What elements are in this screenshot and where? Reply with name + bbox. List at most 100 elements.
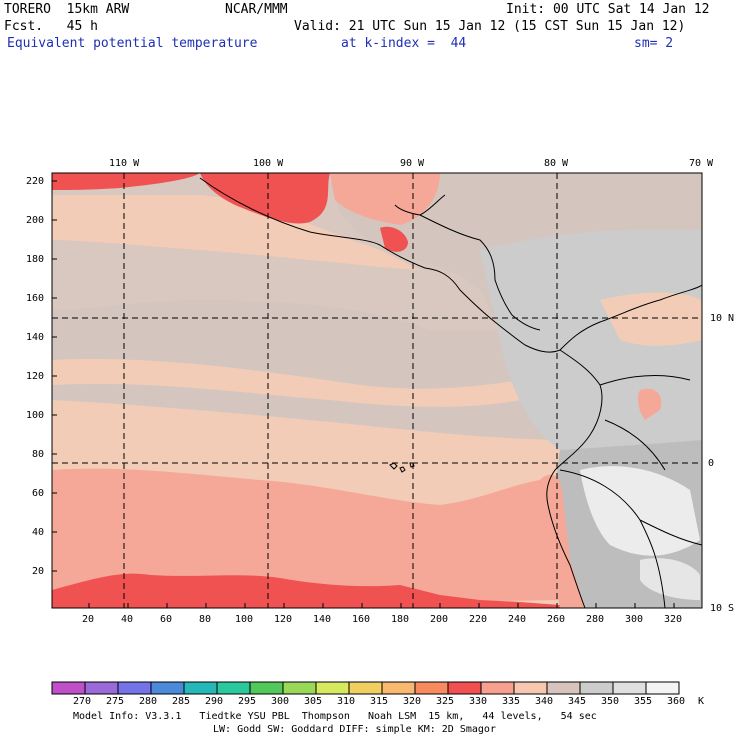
colorbar-swatch-270 [51, 681, 86, 695]
colorbar-label-315: 315 [370, 696, 389, 707]
red-patch-top-left [52, 173, 200, 190]
shaded-field [52, 173, 702, 608]
col-tick-80: 80 [199, 614, 212, 625]
model-info-line1: Model Info: V3.3.1 Tiedtke YSU PBL Thomp… [73, 711, 597, 722]
lat-label-10n: 10 N [710, 313, 735, 324]
colorbar-label-340: 340 [535, 696, 554, 707]
colorbar-label-310: 310 [337, 696, 356, 707]
col-tick-200: 200 [430, 614, 449, 625]
peach-band-mid [52, 359, 520, 407]
col-tick-120: 120 [274, 614, 293, 625]
model-info-line2: LW: Godd SW: Goddard DIFF: simple KM: 2D… [213, 724, 496, 735]
lon-label-80w: 80 W [544, 158, 569, 169]
lon-label-70w: 70 W [689, 158, 714, 169]
colorbar-swatch-350 [579, 681, 614, 695]
row-tick-20: 20 [32, 566, 45, 577]
colorbar-label-305: 305 [304, 696, 323, 707]
col-tick-240: 240 [508, 614, 527, 625]
colorbar-label-280: 280 [139, 696, 158, 707]
colorbar-label-320: 320 [403, 696, 422, 707]
lon-label-110w: 110 W [109, 158, 140, 169]
colorbar-label-290: 290 [205, 696, 224, 707]
colorbar-label-285: 285 [172, 696, 191, 707]
col-tick-320: 320 [664, 614, 683, 625]
colorbar-swatch-280 [117, 681, 152, 695]
colorbar-label-350: 350 [601, 696, 620, 707]
salmon-patch-andes [637, 388, 662, 420]
coast-central-america-pacific [199, 177, 702, 353]
colorbar-label-295: 295 [238, 696, 257, 707]
row-tick-160: 160 [26, 293, 45, 304]
peach-colombia [600, 292, 702, 346]
lat-label-10s: 10 S [710, 603, 735, 614]
lat-label-equator: 0 [708, 458, 715, 469]
coast-yucatan-caribbean [394, 194, 541, 331]
lon-label-90w: 90 W [400, 158, 425, 169]
colorbar-swatch-285 [150, 681, 185, 695]
colorbar-label-360: 360 [667, 696, 686, 707]
lon-label-100w: 100 W [253, 158, 284, 169]
colorbar-swatch-315 [348, 681, 383, 695]
smoothing-info: sm= 2 [634, 36, 674, 51]
country-borders [559, 374, 702, 608]
map-frame [51, 172, 703, 609]
row-tick-200: 200 [26, 215, 45, 226]
graticule [52, 173, 702, 608]
colorbar-label-270: 270 [73, 696, 92, 707]
field-name: Equivalent potential temperature [7, 36, 258, 51]
white-patch-south [640, 558, 700, 600]
col-tick-260: 260 [547, 614, 566, 625]
col-tick-40: 40 [121, 614, 134, 625]
salmon-region-south [52, 468, 560, 608]
red-strip-south [52, 573, 560, 608]
colorbar [51, 681, 680, 695]
col-tick-220: 220 [469, 614, 488, 625]
colorbar-swatch-290 [183, 681, 218, 695]
colorbar-swatch-325 [414, 681, 449, 695]
colorbar-swatch-335 [480, 681, 515, 695]
forecast-hour: Fcst. 45 h [4, 19, 98, 34]
colorbar-swatch-330 [447, 681, 482, 695]
organization: NCAR/MMM [225, 2, 288, 17]
colorbar-label-335: 335 [502, 696, 521, 707]
colorbar-swatch-275 [84, 681, 119, 695]
white-patch-amazon [580, 466, 700, 556]
colorbar-label-330: 330 [469, 696, 488, 707]
coast-south-america-pacific [546, 349, 603, 608]
colorbar-label-325: 325 [436, 696, 455, 707]
colorbar-swatch-340 [513, 681, 548, 695]
row-tick-100: 100 [26, 410, 45, 421]
level-info: at k-index = 44 [341, 36, 467, 51]
colorbar-label-355: 355 [634, 696, 653, 707]
row-tick-180: 180 [26, 254, 45, 265]
colorbar-unit: K [698, 696, 705, 707]
col-tick-160: 160 [352, 614, 371, 625]
row-tick-120: 120 [26, 371, 45, 382]
col-tick-300: 300 [625, 614, 644, 625]
row-tick-140: 140 [26, 332, 45, 343]
colorbar-swatch-360 [645, 681, 680, 695]
colorbar-swatch-345 [546, 681, 581, 695]
col-tick-180: 180 [391, 614, 410, 625]
frame-ticks [52, 180, 675, 608]
model-name: TORERO 15km ARW [4, 2, 130, 17]
colorbar-swatch-300 [249, 681, 284, 695]
col-tick-140: 140 [313, 614, 332, 625]
row-tick-60: 60 [32, 488, 45, 499]
valid-time: Valid: 21 UTC Sun 15 Jan 12 (15 CST Sun … [294, 19, 686, 34]
colorbar-swatch-355 [612, 681, 647, 695]
colorbar-swatch-295 [216, 681, 251, 695]
colorbar-label-275: 275 [106, 696, 125, 707]
colorbar-swatch-310 [315, 681, 350, 695]
red-patch-mexico [200, 173, 330, 224]
row-tick-220: 220 [26, 176, 45, 187]
colorbar-label-345: 345 [568, 696, 587, 707]
col-tick-20: 20 [82, 614, 95, 625]
colorbar-swatch-320 [381, 681, 416, 695]
col-tick-60: 60 [160, 614, 173, 625]
col-tick-280: 280 [586, 614, 605, 625]
row-tick-80: 80 [32, 449, 45, 460]
colorbar-swatch-305 [282, 681, 317, 695]
